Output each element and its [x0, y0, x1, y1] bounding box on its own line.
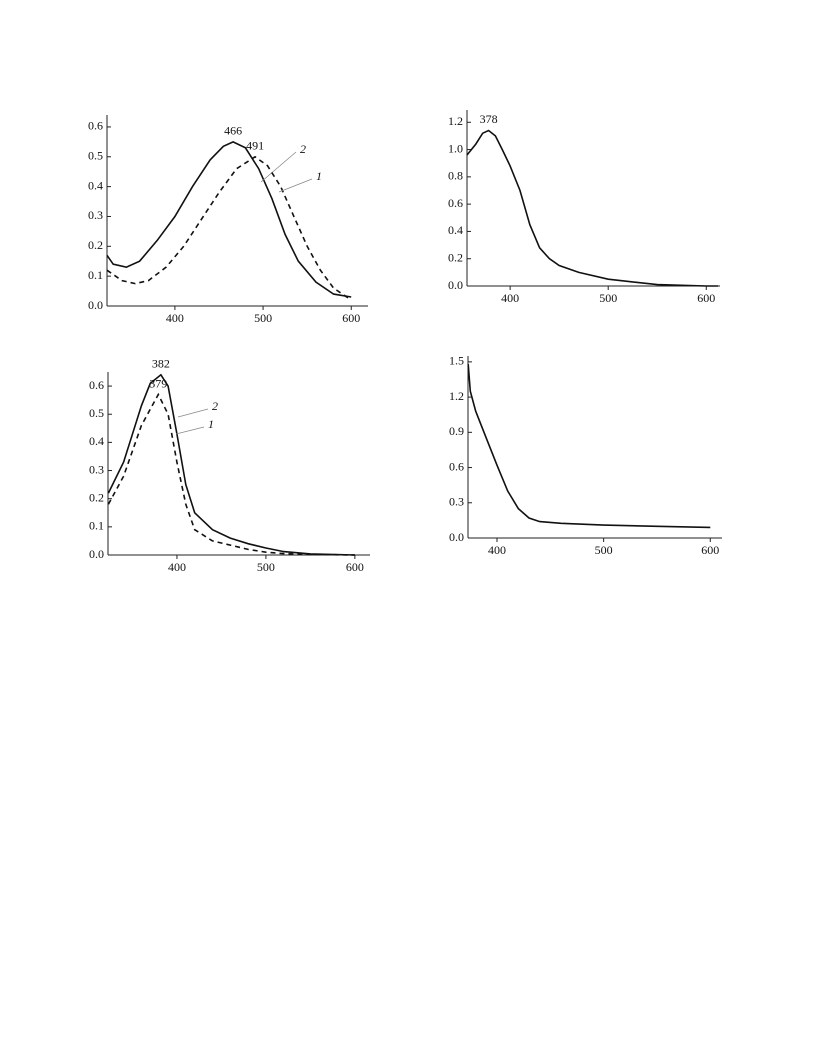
x-tick-label: 400 [501, 291, 519, 305]
peak-label: 466 [224, 124, 242, 138]
leader-line [260, 151, 297, 183]
y-tick-label: 1.0 [448, 141, 463, 155]
curve-label: 2 [212, 399, 218, 413]
y-tick-label: 0.1 [88, 268, 103, 282]
x-tick-label: 500 [595, 543, 613, 557]
y-tick-label: 0.9 [449, 424, 464, 438]
peak-label: 379 [149, 376, 167, 390]
x-tick-label: 500 [599, 291, 617, 305]
x-tick-label: 500 [254, 311, 272, 325]
y-tick-label: 0.0 [449, 530, 464, 544]
curve-label: 1 [316, 169, 322, 183]
y-tick-label: 0.3 [449, 495, 464, 509]
y-tick-label: 0.2 [88, 238, 103, 252]
data-line [467, 364, 711, 529]
y-tick-label: 0.4 [89, 434, 104, 448]
x-tick-label: 400 [166, 311, 184, 325]
data-line [106, 155, 352, 301]
y-tick-label: 0.6 [449, 459, 464, 473]
curve-label: 2 [300, 142, 306, 156]
data-line [107, 373, 355, 556]
y-tick-label: 0.3 [88, 208, 103, 222]
peak-label: 378 [480, 112, 498, 126]
curve-label: 1 [208, 417, 214, 431]
x-tick-label: 600 [697, 291, 715, 305]
x-tick-label: 600 [346, 560, 364, 574]
x-tick-label: 600 [342, 311, 360, 325]
y-tick-label: 0.8 [448, 169, 463, 183]
x-tick-label: 500 [257, 560, 275, 574]
y-tick-label: 0.6 [448, 196, 463, 210]
x-tick-label: 400 [488, 543, 506, 557]
leader-line [278, 178, 313, 193]
data-line [106, 141, 352, 298]
y-tick-label: 0.0 [89, 547, 104, 561]
x-tick-label: 600 [701, 543, 719, 557]
leader-line [175, 426, 205, 435]
y-tick-label: 0.6 [88, 119, 103, 133]
y-tick-label: 0.6 [89, 378, 104, 392]
leader-line [177, 408, 209, 418]
y-tick-label: 0.3 [89, 462, 104, 476]
y-tick-label: 0.2 [89, 490, 104, 504]
y-tick-label: 0.1 [89, 519, 104, 533]
data-line [466, 129, 718, 287]
data-line [107, 392, 355, 556]
peak-label: 382 [152, 357, 170, 371]
y-tick-label: 0.4 [448, 223, 463, 237]
y-tick-label: 1.2 [448, 114, 463, 128]
peak-label: 491 [246, 139, 264, 153]
y-tick-label: 1.5 [449, 354, 464, 368]
y-tick-label: 0.5 [89, 406, 104, 420]
x-tick-label: 400 [168, 560, 186, 574]
y-tick-label: 0.0 [448, 278, 463, 292]
y-tick-label: 1.2 [449, 389, 464, 403]
y-tick-label: 0.0 [88, 298, 103, 312]
y-tick-label: 0.4 [88, 178, 103, 192]
y-tick-label: 0.5 [88, 149, 103, 163]
y-tick-label: 0.2 [448, 250, 463, 264]
